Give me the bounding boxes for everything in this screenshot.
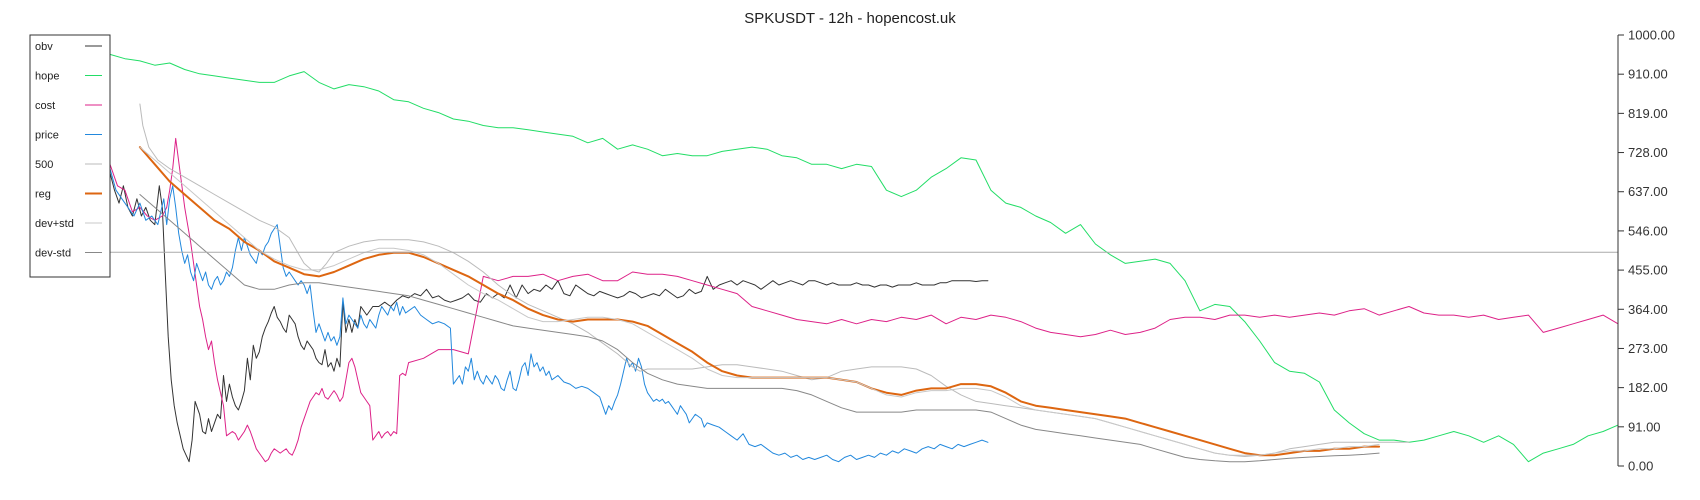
legend-label: price — [35, 130, 59, 142]
y-tick-label: 364.00 — [1628, 302, 1668, 317]
series-line-dev-std — [139, 194, 1380, 463]
series-line-price — [109, 168, 989, 463]
series-layer — [109, 53, 1619, 463]
series-line-cost — [109, 137, 1619, 463]
y-tick-label: 1000.00 — [1628, 28, 1675, 43]
legend-label: dev+std — [35, 218, 74, 230]
series-line-reg — [138, 146, 1381, 457]
y-tick-label: 819.00 — [1628, 106, 1668, 121]
legend-label: obv — [35, 41, 53, 53]
y-tick-label: 0.00 — [1628, 459, 1653, 474]
series-line-hope — [109, 53, 1619, 463]
series-line-500 — [139, 103, 1410, 457]
y-tick-label: 546.00 — [1628, 223, 1668, 238]
y-tick-label: 637.00 — [1628, 184, 1668, 199]
chart-title: SPKUSDT - 12h - hopencost.uk — [744, 10, 956, 27]
legend-label: reg — [35, 189, 51, 201]
y-tick-label: 273.00 — [1628, 341, 1668, 356]
y-tick-label: 728.00 — [1628, 145, 1668, 160]
legend-label: cost — [35, 100, 55, 112]
legend-label: hope — [35, 71, 59, 83]
legend-label: 500 — [35, 159, 53, 171]
series-line-obv — [109, 172, 989, 463]
y-axis: 1000.00 910.00 819.00 728.00 637.00 546.00 455… — [1617, 28, 1675, 474]
y-tick-label: 91.00 — [1628, 419, 1661, 434]
y-tick-label: 455.00 — [1628, 263, 1668, 278]
series-line-dev-std — [139, 146, 1380, 456]
y-tick-label: 182.00 — [1628, 380, 1668, 395]
y-tick-label: 910.00 — [1628, 67, 1668, 82]
legend: obv hope cost price 500 reg dev+std dev-std — [29, 34, 111, 278]
legend-label: dev-std — [35, 248, 71, 260]
